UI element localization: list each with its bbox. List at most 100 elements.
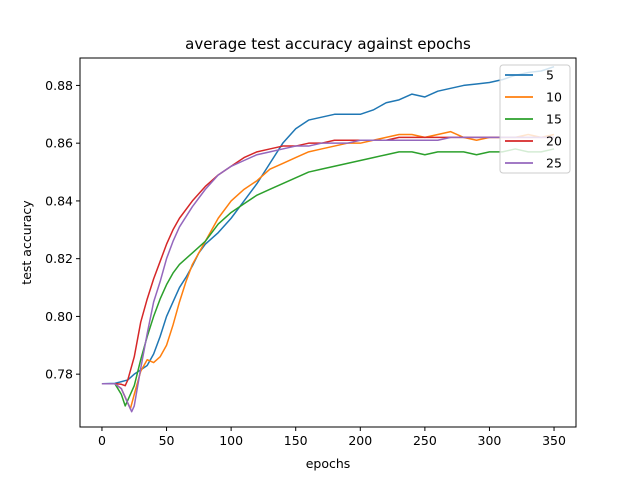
data-point-15 [334,165,336,167]
data-point-20 [346,139,348,141]
x-tick-label: 350 [542,433,566,448]
legend-box [499,64,571,174]
data-point-25 [120,388,122,390]
data-point-25 [217,174,219,176]
data-point-5 [295,128,297,130]
data-point-5 [489,82,491,84]
series-layer [101,65,555,413]
data-point-10 [159,356,161,358]
data-point-5 [372,109,374,111]
data-point-15 [172,272,174,274]
data-point-20 [120,383,122,385]
data-point-5 [282,142,284,144]
data-point-10 [411,134,413,136]
legend-label-10: 10 [546,90,562,105]
data-point-10 [282,162,284,164]
data-point-10 [359,142,361,144]
legend-label-15: 15 [546,112,562,127]
data-point-20 [334,139,336,141]
data-point-10 [172,324,174,326]
data-point-15 [437,151,439,153]
data-point-5 [172,301,174,303]
data-point-10 [191,264,193,266]
data-point-5 [334,113,336,115]
data-point-25 [321,142,323,144]
x-tick-label: 250 [413,433,437,448]
data-point-15 [217,223,219,225]
data-point-5 [424,96,426,98]
data-point-25 [295,145,297,147]
data-point-25 [204,188,206,190]
data-point-15 [140,359,142,361]
data-point-25 [131,411,133,413]
data-point-25 [476,137,478,139]
data-point-5 [385,102,387,104]
data-point-5 [411,93,413,95]
data-point-5 [346,113,348,115]
data-point-10 [179,301,181,303]
series-25 [101,136,555,413]
data-point-10 [269,168,271,170]
data-point-20 [204,186,206,188]
data-point-25 [133,405,135,407]
data-point-20 [179,217,181,219]
legend-label-5: 5 [546,68,554,83]
y-tick-label: 0.84 [45,193,73,208]
data-point-5 [398,99,400,101]
data-point-20 [124,385,126,387]
data-point-10 [321,148,323,150]
data-point-20 [398,137,400,139]
data-point-20 [140,321,142,323]
data-point-25 [191,206,193,208]
data-point-25 [450,137,452,139]
data-point-5 [321,116,323,118]
data-point-20 [159,261,161,263]
data-point-5 [437,90,439,92]
data-point-15 [411,151,413,153]
data-point-15 [269,188,271,190]
data-point-25 [359,139,361,141]
data-point-15 [179,264,181,266]
data-point-25 [243,160,245,162]
data-point-15 [120,393,122,395]
data-point-20 [282,145,284,147]
data-point-10 [230,200,232,202]
legend-item-15: 15 [505,112,562,127]
x-tick-label: 0 [98,433,106,448]
data-point-25 [437,139,439,141]
data-point-10 [308,151,310,153]
y-axis: 0.78 0.80 0.82 0.84 0.86 0.88 [45,78,80,382]
data-point-20 [153,278,155,280]
data-point-20 [172,229,174,231]
data-point-5 [146,365,148,367]
data-point-25 [269,151,271,153]
data-point-25 [334,142,336,144]
series-5 [101,65,555,385]
data-point-5 [308,119,310,121]
data-point-15 [463,151,465,153]
y-axis-label: test accuracy [19,200,34,285]
x-axis: 0 50 100 150 200 250 300 350 [98,427,566,448]
legend-label-25: 25 [546,156,562,171]
data-point-25 [101,383,103,385]
data-point-25 [463,137,465,139]
data-point-25 [166,258,168,260]
data-point-15 [489,151,491,153]
data-point-20 [133,356,135,358]
y-tick-label: 0.86 [45,136,73,151]
data-point-15 [295,177,297,179]
y-tick-label: 0.88 [45,78,73,93]
data-point-15 [398,151,400,153]
data-point-5 [450,87,452,89]
y-tick-label: 0.78 [45,367,73,382]
data-point-25 [398,139,400,141]
data-point-10 [450,131,452,133]
x-tick-label: 200 [348,433,372,448]
data-point-15 [385,154,387,156]
data-point-15 [133,385,135,387]
data-point-20 [127,379,129,381]
data-point-5 [476,83,478,85]
data-point-25 [372,139,374,141]
data-point-15 [450,151,452,153]
data-point-15 [204,240,206,242]
